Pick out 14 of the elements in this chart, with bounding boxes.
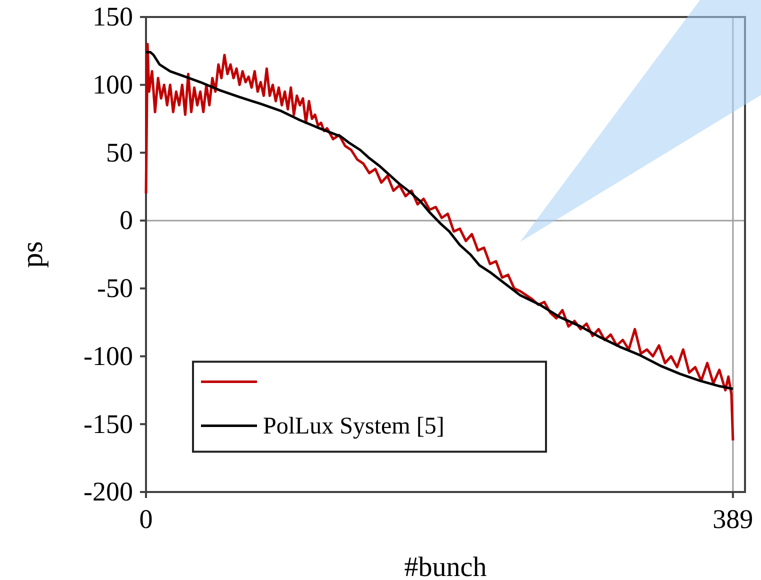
- y-tick-label: 150: [92, 2, 133, 32]
- x-axis-title: #bunch: [404, 552, 487, 580]
- line-series: [144, 51, 734, 390]
- y-tick-label: -200: [84, 476, 133, 507]
- x-tick-label: 389: [712, 504, 754, 534]
- y-tick-label: 0: [120, 205, 133, 236]
- y-tick-label: 50: [106, 137, 133, 168]
- y-axis-title: ps: [16, 241, 49, 268]
- y-tick-label: -100: [84, 340, 133, 371]
- line-series: [144, 42, 734, 442]
- y-tick-label: 100: [92, 69, 133, 100]
- y-tick-label: -50: [97, 273, 133, 304]
- y-tick-label: -150: [84, 408, 133, 439]
- legend-label: PolLux System [5]: [263, 414, 444, 440]
